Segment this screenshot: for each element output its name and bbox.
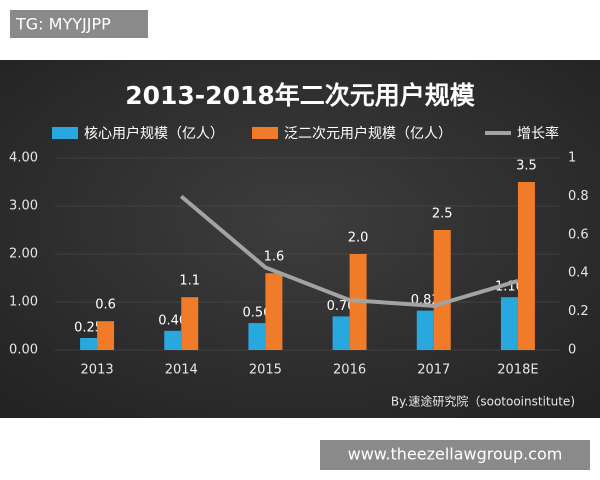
- bar: [433, 230, 451, 350]
- value-label: 1.1: [179, 274, 200, 289]
- line: [179, 194, 519, 308]
- legend-label: 增长率: [517, 125, 559, 142]
- bar: [97, 321, 115, 350]
- y2-tick-label: 0.6: [568, 227, 589, 242]
- x-tick-label: 2014: [165, 363, 198, 378]
- x-tick-label: 2018E: [497, 363, 538, 378]
- bar: [80, 338, 98, 350]
- y2-tick-label: 0.4: [568, 266, 589, 281]
- value-label: 3.5: [516, 159, 537, 174]
- y-tick-label: 2.00: [9, 247, 38, 262]
- y2-tick-label: 0.2: [568, 304, 589, 319]
- value-label: 0.70: [327, 299, 356, 314]
- legend-swatch: [252, 127, 278, 139]
- bar: [332, 316, 350, 350]
- value-label: 0.56: [242, 306, 271, 321]
- y2-tick-label: 1: [568, 151, 576, 166]
- source: By.速途研究院（sootooinstitute): [391, 394, 575, 409]
- bar: [265, 273, 283, 350]
- bar: [181, 297, 199, 350]
- value-label: 0.40: [158, 313, 187, 328]
- legend-label: 泛二次元用户规模（亿人）: [284, 125, 452, 142]
- value-label: 2.0: [348, 231, 369, 246]
- chart-panel: [0, 60, 600, 418]
- bar: [416, 310, 434, 350]
- value-label: 0.6: [95, 298, 116, 313]
- legend-swatch: [52, 127, 78, 139]
- legend-label: 核心用户规模（亿人）: [84, 125, 224, 142]
- value-label: 1.6: [264, 250, 285, 265]
- y-tick-label: 4.00: [9, 151, 38, 166]
- value-label: 2.5: [432, 207, 453, 222]
- y2-tick-label: 0.8: [568, 189, 589, 204]
- x-tick-label: 2013: [81, 363, 114, 378]
- bottom-label: www.theezellawgroup.com: [348, 445, 563, 464]
- y2-tick-label: 0: [568, 343, 576, 358]
- x-tick-label: 2016: [333, 363, 366, 378]
- x-tick-label: 2017: [417, 363, 450, 378]
- y-tick-label: 0.00: [9, 343, 38, 358]
- bar: [248, 323, 266, 350]
- bar: [517, 182, 535, 350]
- value-label: 0.25: [74, 321, 103, 336]
- chart-title: 2013-2018年二次元用户规模: [125, 81, 476, 110]
- y-tick-label: 3.00: [9, 199, 38, 214]
- bar: [164, 330, 182, 350]
- top-label: TG: MYYJJPP: [15, 15, 111, 34]
- y-tick-label: 1.00: [9, 295, 38, 310]
- bottom-label-box: [320, 440, 590, 470]
- bar: [500, 297, 518, 350]
- value-label: 1.10: [495, 280, 524, 295]
- top-label-box: [10, 10, 148, 38]
- x-tick-label: 2015: [249, 363, 282, 378]
